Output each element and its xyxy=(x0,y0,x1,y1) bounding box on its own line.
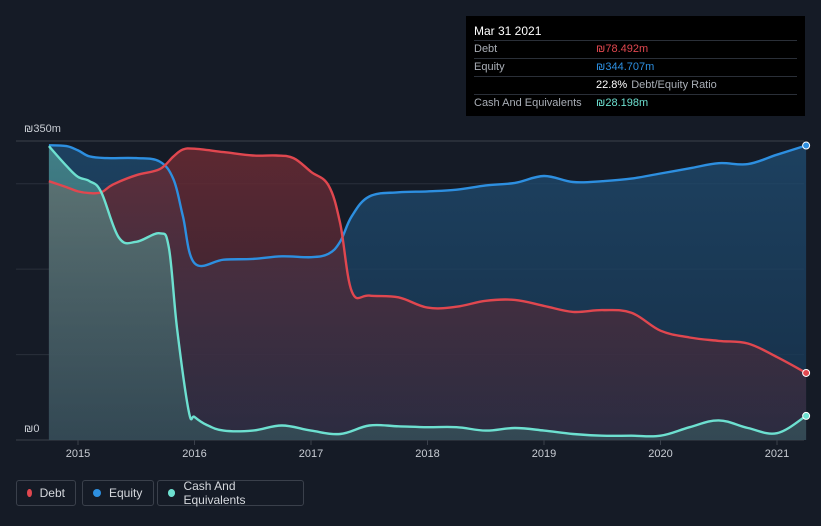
tooltip: Mar 31 2021 Debt ₪78.492m Equity ₪344.70… xyxy=(466,16,805,116)
tooltip-equity-value: ₪344.707m xyxy=(596,61,655,73)
x-tick-label: 2018 xyxy=(415,448,439,460)
x-tick-label: 2019 xyxy=(532,448,556,460)
equity-line xyxy=(48,144,807,268)
x-tick-label: 2016 xyxy=(182,448,206,460)
cash-dot-icon xyxy=(168,489,176,497)
x-tick-label: 2021 xyxy=(765,448,789,460)
y-tick-label-zero: ₪0 xyxy=(24,423,39,435)
series-lines xyxy=(47,144,807,438)
debt-end-marker xyxy=(802,368,811,377)
end-markers xyxy=(802,141,811,420)
equity-dot-icon xyxy=(93,489,101,497)
debt-dot-icon xyxy=(27,489,32,497)
legend-equity-label: Equity xyxy=(109,486,143,500)
equity-end-marker xyxy=(802,141,811,150)
tooltip-cash-value: ₪28.198m xyxy=(596,97,649,109)
tooltip-date: Mar 31 2021 xyxy=(474,22,797,41)
x-axis: 2015 2016 2017 2018 2019 2020 2021 xyxy=(66,440,789,460)
tooltip-debt-label: Debt xyxy=(474,43,498,55)
tooltip-debt-value: ₪78.492m xyxy=(596,43,649,55)
debt-line xyxy=(48,147,807,374)
tooltip-cash-label: Cash And Equivalents xyxy=(474,97,582,109)
cash-area xyxy=(48,146,807,440)
legend-debt[interactable]: Debt xyxy=(16,480,76,506)
legend-debt-label: Debt xyxy=(39,486,65,500)
x-tick-label: 2017 xyxy=(299,448,323,460)
x-tick-label: 2015 xyxy=(66,448,90,460)
cash-line xyxy=(47,145,807,438)
tooltip-equity-label: Equity xyxy=(474,61,505,73)
tooltip-ratio-label: Debt/Equity Ratio xyxy=(631,79,717,91)
tooltip-equity-row: Equity ₪344.707m xyxy=(474,59,797,77)
cash-end-marker xyxy=(802,411,811,420)
x-tick-label: 2020 xyxy=(648,448,672,460)
y-axis: ₪350m ₪0 xyxy=(24,123,61,435)
legend-cash-label: Cash And Equivalents xyxy=(183,479,246,507)
tooltip-ratio-value: 22.8% xyxy=(596,79,628,91)
tooltip-debt-row: Debt ₪78.492m xyxy=(474,41,797,59)
legend-equity[interactable]: Equity xyxy=(82,480,154,506)
series-areas xyxy=(48,145,807,441)
y-tick-label-top: ₪350m xyxy=(24,123,61,135)
tooltip-cash-row: Cash And Equivalents ₪28.198m xyxy=(474,95,797,112)
debt-area xyxy=(48,148,807,440)
legend-cash[interactable]: Cash And Equivalents xyxy=(157,479,304,507)
tooltip-ratio-row: 22.8% Debt/Equity Ratio xyxy=(474,77,797,95)
